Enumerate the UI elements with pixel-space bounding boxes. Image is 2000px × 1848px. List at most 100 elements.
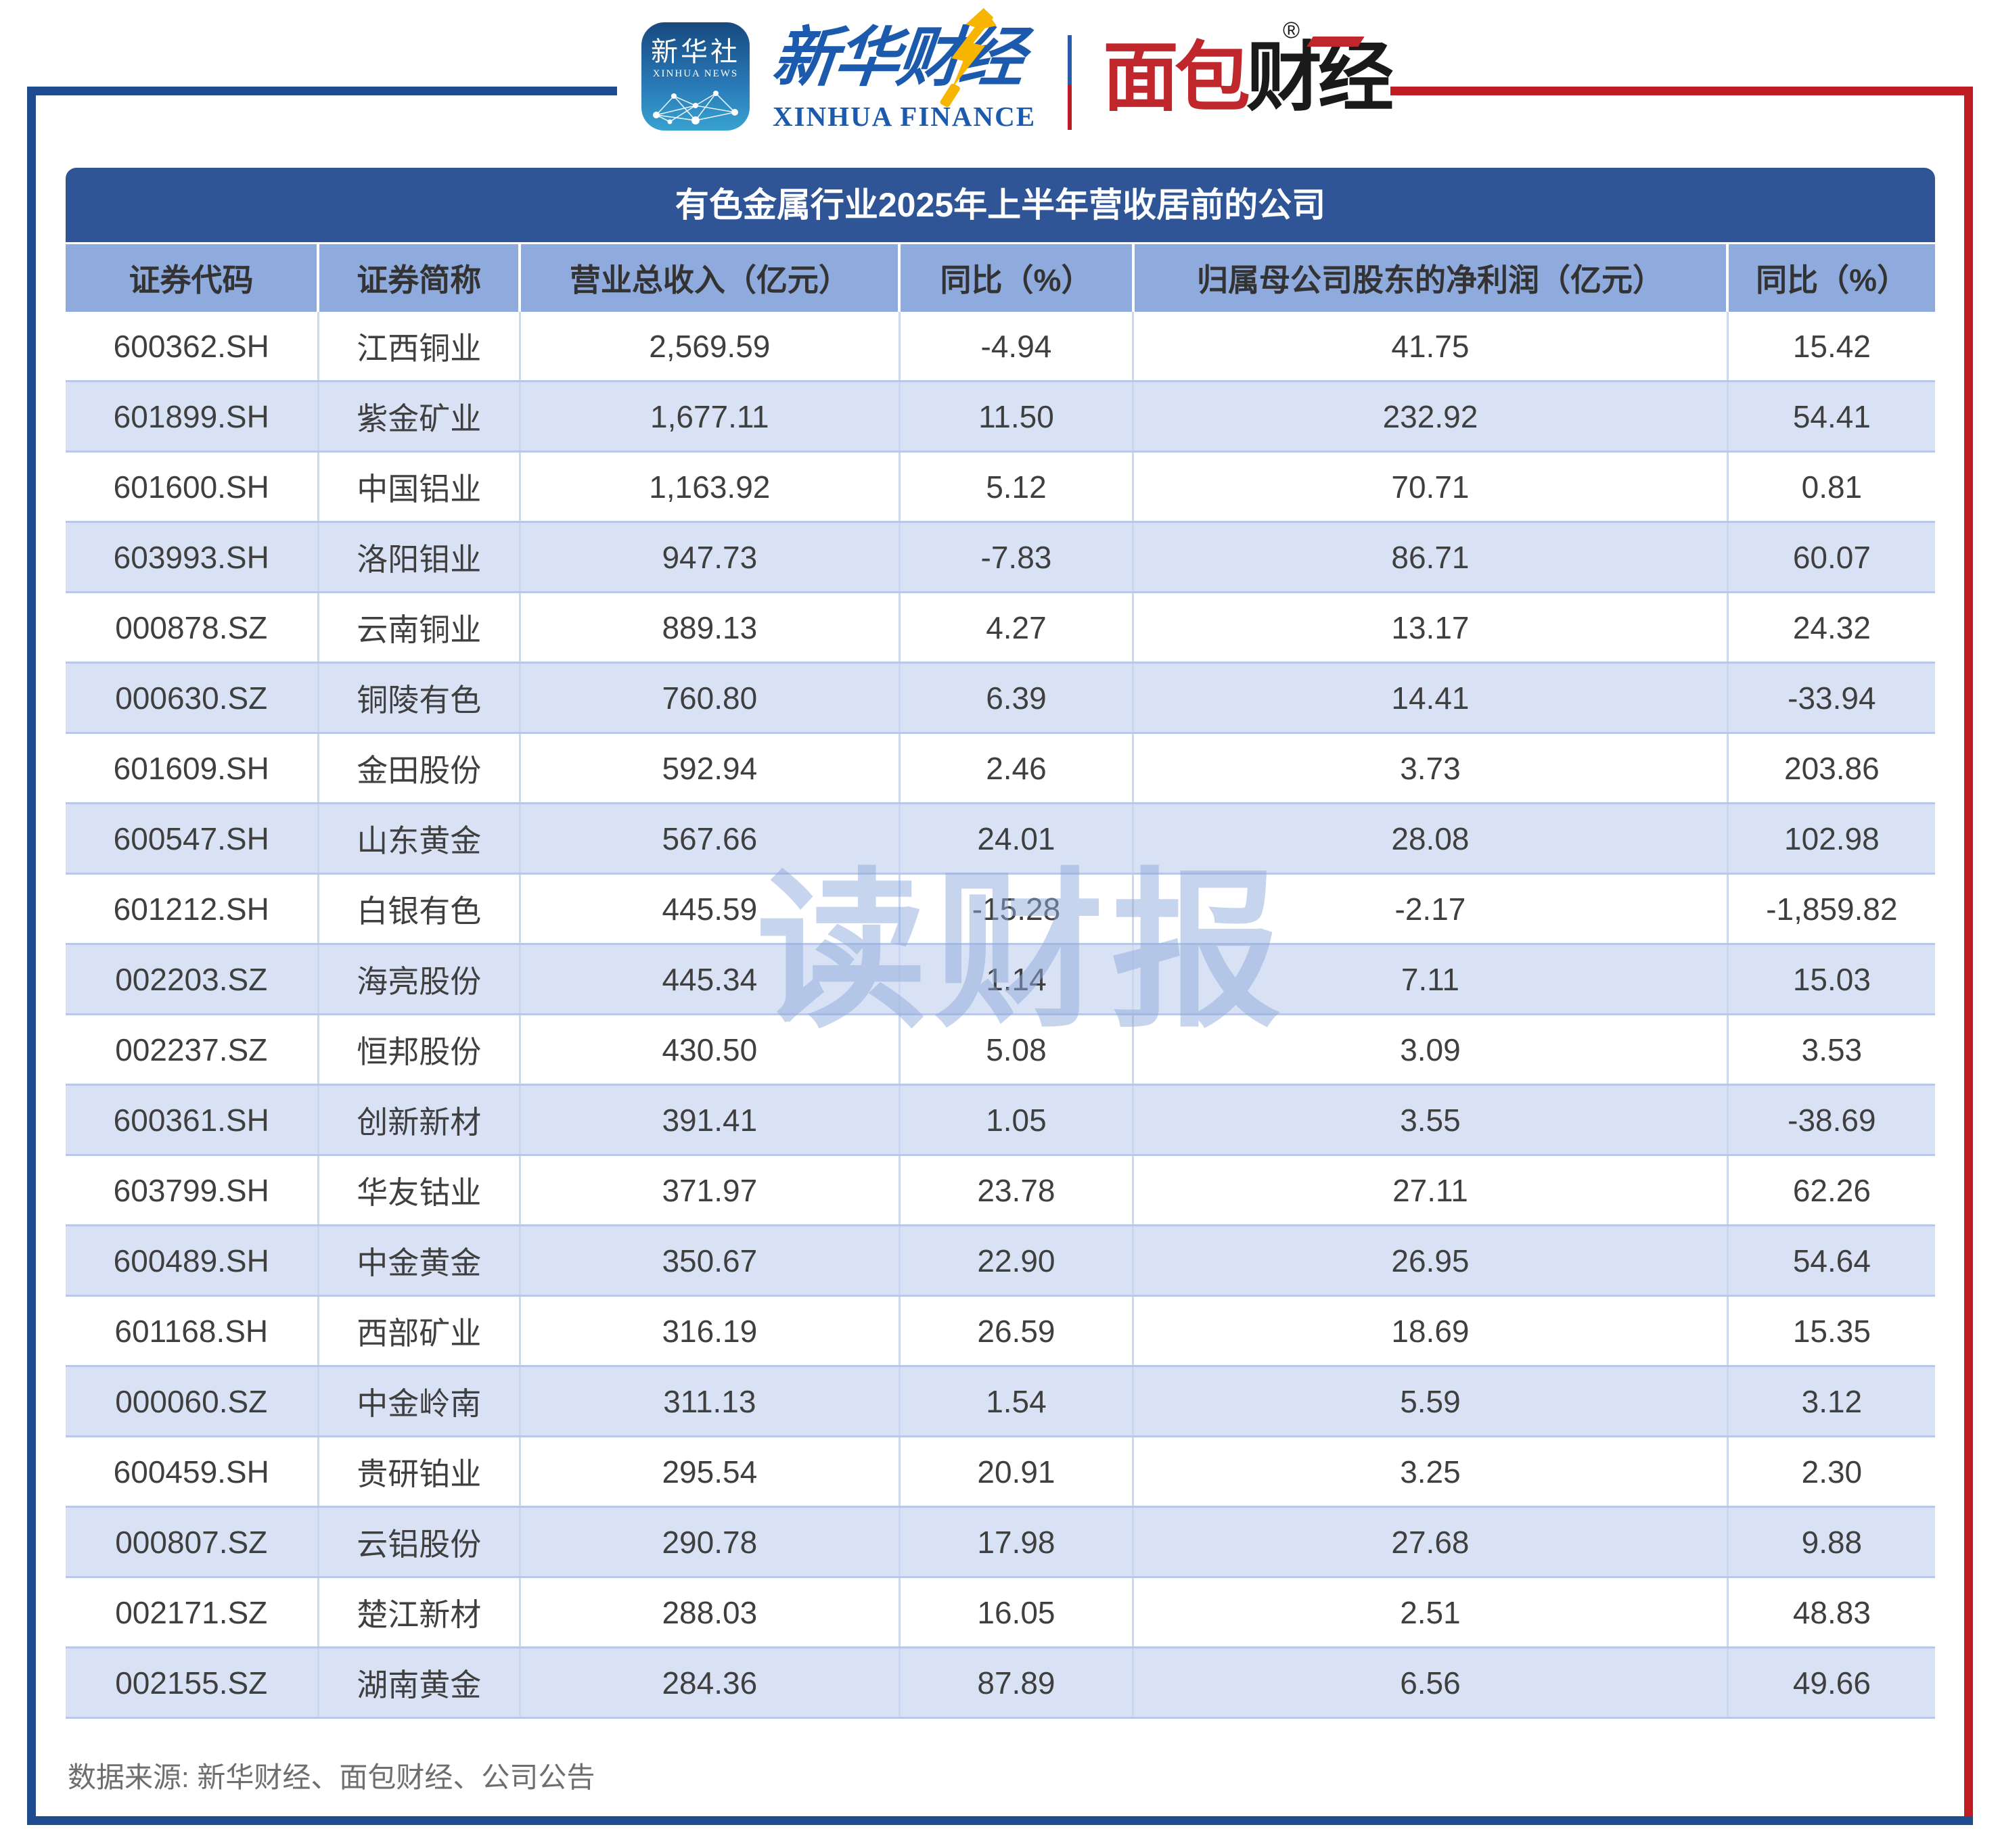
brand-divider-line [1068,35,1072,130]
table-cell: 海亮股份 [318,944,521,1015]
table-cell: 0.81 [1727,451,1935,523]
table-row: 000878.SZ 云南铜业 889.13 4.27 13.17 24.32 [66,592,1935,664]
table-cell: 102.98 [1727,803,1935,875]
xinhua-news-app-icon: 新华社 XINHUA NEWS [641,22,750,131]
data-source-note: 数据来源: 新华财经、面包财经、公司公告 [68,1761,595,1793]
table-cell: 湖南黄金 [318,1647,521,1719]
table-cell: 24.01 [899,803,1135,875]
xinhua-finance-en-wordmark: XINHUA FINANCE [773,101,1037,132]
frame-top-right-line [1390,87,1973,95]
table-cell: 284.36 [520,1647,901,1719]
table-cell: 3.55 [1133,1084,1729,1156]
table-cell: 铜陵有色 [318,662,521,734]
table-row: 600362.SH 江西铜业 2,569.59 -4.94 41.75 15.42 [66,312,1935,382]
table-cell: 23.78 [899,1155,1135,1226]
table-cell: 3.12 [1727,1366,1935,1437]
table-row: 601212.SH 白银有色 445.59 -15.28 -2.17 -1,859.82 [66,873,1935,945]
column-header-code: 证券代码 [66,244,319,312]
table-cell: 15.35 [1727,1295,1935,1367]
table-cell: 86.71 [1133,522,1729,593]
mianbao-black-text: 财经 [1246,35,1394,120]
table-row: 600459.SH 贵研铂业 295.54 20.91 3.25 2.30 [66,1436,1935,1508]
table-row: 000060.SZ 中金岭南 311.13 1.54 5.59 3.12 [66,1366,1935,1437]
table-cell: 288.03 [520,1577,901,1648]
table-cell: -15.28 [899,873,1135,945]
table-cell: 600489.SH [66,1225,319,1297]
table-cell: 1.14 [899,944,1135,1015]
table-cell: 中金黄金 [318,1225,521,1297]
lightning-arrow-icon [940,8,997,108]
table-cell: 600459.SH [66,1436,319,1508]
table-cell: 601168.SH [66,1295,319,1367]
table-cell: 9.88 [1727,1506,1935,1578]
table-cell: 601212.SH [66,873,319,945]
table-cell: 62.26 [1727,1155,1935,1226]
table-cell: 316.19 [520,1295,901,1367]
table-cell: 600361.SH [66,1084,319,1156]
table-cell: -33.94 [1727,662,1935,734]
table-cell: 5.59 [1133,1366,1729,1437]
table-cell: 87.89 [899,1647,1135,1719]
table-cell: 贵研铂业 [318,1436,521,1508]
table-row: 601609.SH 金田股份 592.94 2.46 3.73 203.86 [66,733,1935,804]
table-cell: 1,163.92 [520,451,901,523]
table-cell: 311.13 [520,1366,901,1437]
table-cell: -7.83 [899,522,1135,593]
table-cell: 203.86 [1727,733,1935,804]
table-cell: 创新新材 [318,1084,521,1156]
table-cell: 紫金矿业 [318,381,521,453]
table-cell: 1,677.11 [520,381,901,453]
table-cell: 金田股份 [318,733,521,804]
table-cell: 350.67 [520,1225,901,1297]
table-cell: 中金岭南 [318,1366,521,1437]
table-cell: 603993.SH [66,522,319,593]
table-row: 600361.SH 创新新材 391.41 1.05 3.55 -38.69 [66,1084,1935,1156]
table-cell: 5.08 [899,1014,1135,1086]
table-row: 002155.SZ 湖南黄金 284.36 87.89 6.56 49.66 [66,1647,1935,1719]
table-cell: 290.78 [520,1506,901,1578]
table-cell: 15.03 [1727,944,1935,1015]
table-cell: 371.97 [520,1155,901,1226]
table-row: 600547.SH 山东黄金 567.66 24.01 28.08 102.98 [66,803,1935,875]
frame-left-line [27,87,36,1825]
xinhua-news-icon-sublabel: XINHUA NEWS [652,68,739,79]
table-cell: 000060.SZ [66,1366,319,1437]
financial-table: 证券代码 证券简称 营业总收入（亿元） 同比（%） 归属母公司股东的净利润（亿元… [66,244,1935,1719]
table-cell: 云铝股份 [318,1506,521,1578]
table-cell: 2.46 [899,733,1135,804]
table-cell: 15.42 [1727,312,1935,382]
table-cell: 7.11 [1133,944,1729,1015]
table-cell: 2,569.59 [520,312,901,382]
table-row: 601600.SH 中国铝业 1,163.92 5.12 70.71 0.81 [66,451,1935,523]
table-cell: 6.56 [1133,1647,1729,1719]
table-cell: 3.53 [1727,1014,1935,1086]
table-cell: -1,859.82 [1727,873,1935,945]
table-cell: 27.11 [1133,1155,1729,1226]
table-cell: 4.27 [899,592,1135,664]
table-cell: 002171.SZ [66,1577,319,1648]
mianbao-finance-logo: 面包财经 ® [1103,18,1394,129]
table-cell: 601609.SH [66,733,319,804]
table-cell: 000878.SZ [66,592,319,664]
table-cell: 002155.SZ [66,1647,319,1719]
table-cell: 白银有色 [318,873,521,945]
table-cell: 48.83 [1727,1577,1935,1648]
table-row: 601899.SH 紫金矿业 1,677.11 11.50 232.92 54.41 [66,381,1935,453]
table-cell: 70.71 [1133,451,1729,523]
column-header-profit-yoy: 同比（%） [1727,244,1935,312]
table-cell: 601899.SH [66,381,319,453]
column-header-name: 证券简称 [318,244,522,312]
table-cell: 3.73 [1133,733,1729,804]
registered-trademark-icon: ® [1283,18,1300,43]
column-header-net-profit: 归属母公司股东的净利润（亿元） [1133,244,1729,312]
table-cell: 592.94 [520,733,901,804]
table-cell: 26.59 [899,1295,1135,1367]
table-cell: 5.12 [899,451,1135,523]
column-header-revenue-yoy: 同比（%） [899,244,1135,312]
table-cell: 楚江新材 [318,1577,521,1648]
table-cell: 24.32 [1727,592,1935,664]
table-cell: 18.69 [1133,1295,1729,1367]
table-cell: 26.95 [1133,1225,1729,1297]
table-cell: 603799.SH [66,1155,319,1226]
table-cell: 600547.SH [66,803,319,875]
